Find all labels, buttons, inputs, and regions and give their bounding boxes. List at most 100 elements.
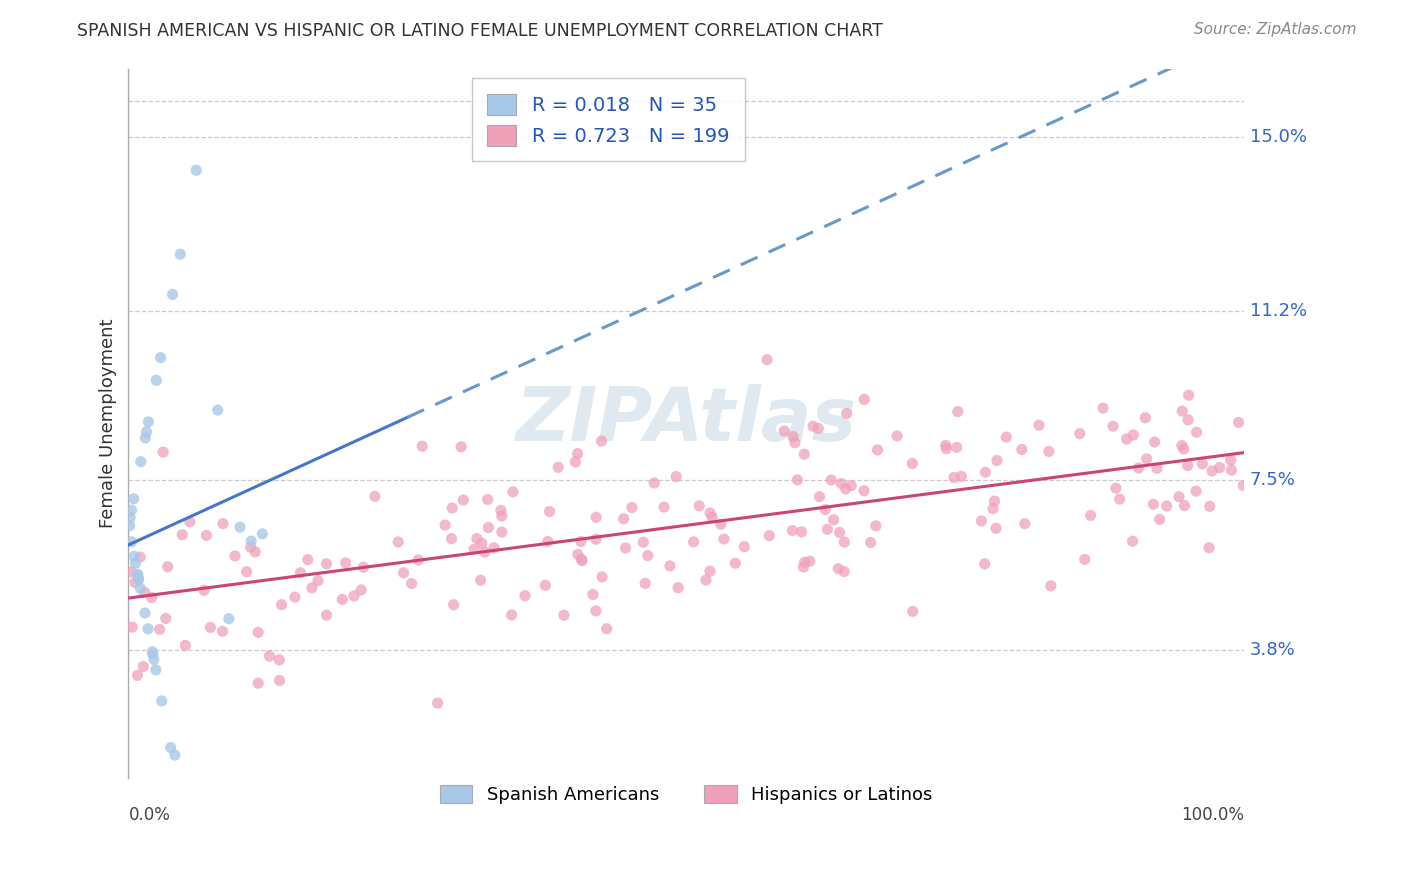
Point — [149, 623, 172, 637]
Point — [224, 549, 246, 563]
Point — [121, 503, 143, 517]
Point — [124, 556, 146, 570]
Point — [595, 622, 617, 636]
Point — [973, 557, 995, 571]
Point — [145, 663, 167, 677]
Point — [853, 392, 876, 407]
Point — [307, 574, 329, 588]
Point — [120, 534, 142, 549]
Point — [1143, 435, 1166, 450]
Point — [129, 550, 152, 565]
Point — [537, 534, 560, 549]
Point — [637, 549, 659, 563]
Point — [585, 604, 607, 618]
Point — [786, 473, 808, 487]
Point — [450, 440, 472, 454]
Point — [547, 460, 569, 475]
Point — [1219, 453, 1241, 467]
Point — [1115, 432, 1137, 446]
Point — [1092, 401, 1115, 416]
Point — [491, 525, 513, 540]
Point — [793, 447, 815, 461]
Point — [134, 606, 156, 620]
Point — [392, 566, 415, 580]
Point — [122, 491, 145, 506]
Point — [463, 542, 485, 557]
Point — [1156, 499, 1178, 513]
Point — [652, 500, 675, 515]
Point — [477, 520, 499, 534]
Point — [426, 696, 449, 710]
Point — [1011, 442, 1033, 457]
Point — [1177, 413, 1199, 427]
Text: 11.2%: 11.2% — [1250, 302, 1306, 320]
Point — [1014, 516, 1036, 531]
Point — [142, 647, 165, 661]
Point — [1122, 428, 1144, 442]
Point — [830, 476, 852, 491]
Point — [564, 455, 586, 469]
Point — [239, 540, 262, 554]
Point — [118, 518, 141, 533]
Text: 7.5%: 7.5% — [1250, 472, 1295, 490]
Point — [1102, 419, 1125, 434]
Point — [1173, 442, 1195, 456]
Point — [129, 581, 152, 595]
Point — [1201, 464, 1223, 478]
Point — [1136, 451, 1159, 466]
Point — [866, 442, 889, 457]
Point — [634, 576, 657, 591]
Point — [792, 560, 814, 574]
Point — [502, 484, 524, 499]
Point — [134, 585, 156, 599]
Point — [790, 524, 813, 539]
Point — [1149, 512, 1171, 526]
Point — [159, 740, 181, 755]
Point — [981, 501, 1004, 516]
Point — [1038, 444, 1060, 458]
Point — [411, 439, 433, 453]
Point — [1128, 461, 1150, 475]
Point — [1039, 579, 1062, 593]
Point — [1122, 534, 1144, 549]
Point — [387, 535, 409, 549]
Point — [591, 434, 613, 448]
Point — [974, 465, 997, 479]
Point — [218, 612, 240, 626]
Point — [301, 581, 323, 595]
Point — [633, 535, 655, 549]
Point — [534, 578, 557, 592]
Point — [1105, 481, 1128, 495]
Point — [569, 552, 592, 566]
Point — [141, 591, 163, 605]
Point — [1185, 484, 1208, 499]
Point — [132, 659, 155, 673]
Point — [945, 441, 967, 455]
Point — [128, 573, 150, 587]
Point — [807, 421, 830, 435]
Point — [1171, 404, 1194, 418]
Point — [814, 502, 837, 516]
Point — [179, 515, 201, 529]
Point — [710, 517, 733, 532]
Point — [835, 482, 858, 496]
Point — [162, 287, 184, 301]
Point — [124, 575, 146, 590]
Point — [269, 673, 291, 688]
Point — [828, 525, 851, 540]
Point — [247, 625, 270, 640]
Point — [142, 652, 165, 666]
Point — [477, 492, 499, 507]
Point — [859, 535, 882, 549]
Point — [820, 473, 842, 487]
Point — [666, 581, 689, 595]
Point — [245, 545, 267, 559]
Point — [443, 598, 465, 612]
Point — [665, 469, 688, 483]
Point — [1220, 463, 1243, 477]
Point — [350, 582, 373, 597]
Point — [571, 554, 593, 568]
Point — [970, 514, 993, 528]
Point — [1185, 425, 1208, 440]
Point — [156, 559, 179, 574]
